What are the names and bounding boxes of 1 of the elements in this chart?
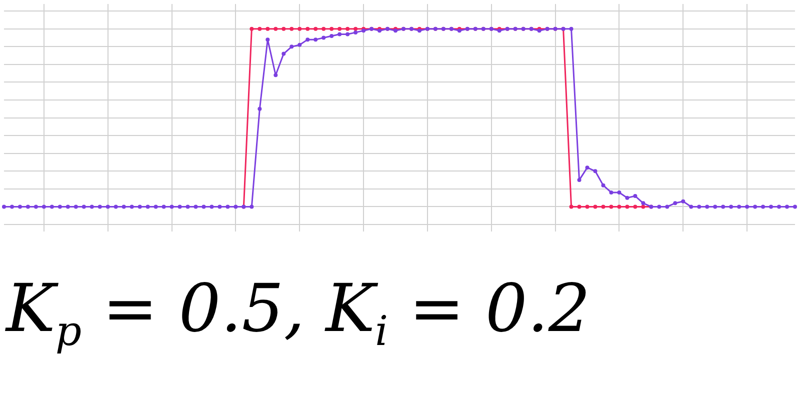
text: K$_{p}$ = 0.5, K$_{i}$ = 0.2 [4, 270, 592, 356]
